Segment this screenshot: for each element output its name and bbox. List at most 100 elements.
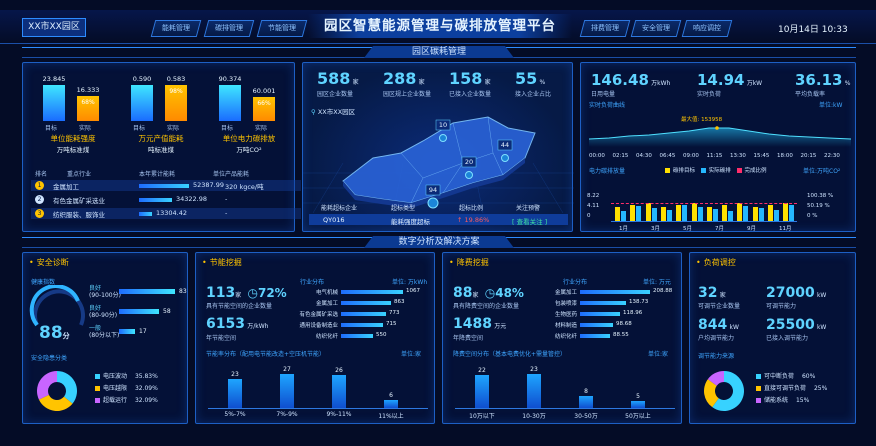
pie-legend-item: 电压越限 32.09%: [95, 383, 185, 395]
park-map[interactable]: 10 44 20 94: [303, 103, 574, 213]
alert-table-row[interactable]: QY016 能耗强度超标 ↑ 19.86% [ 查看关注 ]: [309, 214, 568, 226]
safety-title: 安全诊断: [29, 257, 69, 268]
cost-amount: 1488 万元: [453, 316, 507, 332]
industry-table-header: 排名 重点行业 本年累计能耗 单位产品能耗: [35, 171, 250, 178]
saving-bars-unit: 单位: 万kWh: [392, 279, 428, 286]
carbon-bar-chart: [611, 200, 797, 222]
map-marker[interactable]: 44: [497, 139, 513, 162]
industry-bar[interactable]: 包装喷漆 138.73: [554, 299, 649, 307]
industry-row[interactable]: 1 金属加工 52387.99 320 kgce/吨: [31, 180, 301, 191]
cost-panel: 降费挖掘 88家 ◷48% 具有降费空间的企业数量 1488 万元 年降费空间 …: [442, 252, 682, 424]
nav-energy-button[interactable]: 能耗管理: [150, 20, 202, 37]
cost-range-columns: 22 23 8 5: [455, 365, 675, 409]
industry-bar[interactable]: 电气机械 1067: [315, 288, 420, 296]
rank-badge: 3: [35, 209, 44, 218]
saving-panel: 节能挖掘 113家 ◷72% 具有节能空间的企业数量 6153 万/kWh 年节…: [195, 252, 435, 424]
range-column[interactable]: [228, 379, 242, 408]
cost-count-label: 具有降费空间的企业数量: [453, 303, 520, 310]
industry-row[interactable]: 3 纺织服装、服饰业 13304.42 -: [31, 208, 301, 219]
park-stat: 588 家 园区企业数量: [317, 69, 359, 98]
power-stat: 146.48 万kWh 日用电量: [591, 71, 671, 98]
month-axis: 1月 3月 5月 7月 9月 11月: [619, 226, 792, 232]
load-pie-title: 调节能力来源: [698, 353, 735, 360]
health-level[interactable]: 一般 (80分以下) 17: [89, 325, 147, 339]
carbon-bar-pair: [660, 199, 673, 221]
cost-bars-title: 行业分布: [563, 279, 588, 286]
industry-bar[interactable]: 生物医药 118.96: [554, 310, 643, 318]
park-stat: 55 % 接入企业占比: [515, 69, 552, 98]
kpi-bars: 23.845 16.333 68% 目标 实际 单位能耗强度 万吨标准煤 0.5…: [23, 63, 296, 163]
cost-bars-unit: 单位: 万元: [643, 279, 671, 286]
saving-energy-label: 年节能空间: [206, 335, 237, 342]
svg-text:44: 44: [501, 141, 509, 149]
nav-fee-button[interactable]: 排费管理: [579, 20, 631, 37]
park-map-panel: 588 家 园区企业数量 288 家 园区规上企业数量 158 家 已接入企业数…: [302, 62, 574, 232]
industry-bar[interactable]: 纺织化纤 550: [315, 332, 387, 340]
nav-response-button[interactable]: 响应调控: [681, 20, 733, 37]
load-stat-connected: 25500 kW 已接入调节能力: [766, 317, 827, 342]
park-stat: 158 家 已接入企业数量: [449, 69, 492, 98]
industry-bar[interactable]: 纺织化纤 88.55: [554, 332, 629, 340]
carbon-bar-pair: [722, 199, 734, 221]
carbon-bar-pair: [630, 199, 642, 221]
watch-link[interactable]: [ 查看关注 ]: [512, 218, 548, 226]
carbon-bar-pair: [615, 199, 627, 221]
nav-safety-button[interactable]: 安全管理: [630, 20, 682, 37]
carbon-legend: 碳排目标 实际碳排 完成比例: [665, 166, 767, 174]
park-selector[interactable]: XX市XX园区: [22, 18, 86, 37]
range-column[interactable]: [475, 375, 489, 408]
time-axis: 00:00 02:15 04:30 06:45 09:00 11:15 13:30 15:45…: [589, 153, 840, 159]
analysis-section-bar: 数字分析及解决方案: [22, 236, 856, 248]
energy-section-title: 园区碳耗管理: [364, 46, 514, 58]
industry-value-bar: [139, 184, 189, 188]
cost-amount-label: 年降费空间: [453, 335, 484, 342]
svg-text:20: 20: [465, 158, 473, 166]
saving-title: 节能挖掘: [202, 257, 242, 268]
industry-bar[interactable]: 有色金属矿采选 773: [299, 310, 400, 318]
load-source-pie: [704, 371, 744, 411]
hazard-pie-title: 安全隐患分类: [31, 355, 68, 362]
rank-badge: 2: [35, 195, 44, 204]
cost-industry-bars: 金属加工 208.88 包装喷漆 138.73 生物医药 118.96 材料制造…: [535, 287, 679, 347]
range-column[interactable]: [384, 400, 398, 408]
nav-saving-button[interactable]: 节能管理: [256, 20, 308, 37]
power-stat: 36.13 % 平均负载率: [795, 71, 851, 98]
nav-carbon-button[interactable]: 碳排管理: [203, 20, 255, 37]
range-column[interactable]: [280, 374, 294, 408]
range-column[interactable]: [332, 375, 346, 408]
actual-bar: 98%: [165, 85, 187, 121]
saving-col-unit: 单位:家: [401, 351, 422, 358]
map-marker[interactable]: 20: [461, 156, 477, 179]
ratio-line: [611, 203, 797, 204]
gauge-title: 健康指数: [31, 279, 56, 286]
cost-count: 88家 ◷48%: [453, 285, 524, 301]
map-marker[interactable]: 94: [425, 184, 441, 209]
health-level[interactable]: 良好 (80-90分) 58: [89, 305, 171, 319]
industry-bar[interactable]: 金属加工 208.88: [554, 288, 673, 296]
rank-badge: 1: [35, 181, 44, 190]
map-marker[interactable]: 10: [435, 119, 451, 142]
carbon-bar-pair: [645, 199, 658, 221]
health-level[interactable]: 良好 (90-100分) 83: [89, 285, 187, 299]
pie-legend-item: 可中断负荷 60%: [756, 371, 854, 383]
industry-bar[interactable]: 金属加工 863: [315, 299, 405, 307]
range-column[interactable]: [579, 396, 593, 408]
carbon-y-axis: 8.22 4.11 0: [587, 193, 600, 219]
carbon-bar-pair: [706, 199, 719, 221]
pie-slice: [57, 371, 77, 404]
kpi-group[interactable]: 0.590 0.583 98% 目标 实际 万元产值能耗 吨标准煤: [131, 75, 187, 154]
load-curve-chart: [589, 126, 851, 147]
target-bar: [131, 85, 153, 121]
kpi-group[interactable]: 90.374 60.001 66% 目标 实际 单位电力碳排放 万吨CO²: [218, 75, 276, 154]
pie-legend-item: 电压波动 35.83%: [95, 371, 185, 383]
datetime: 10月14日 10:33: [778, 25, 848, 35]
range-column[interactable]: [631, 401, 645, 408]
range-column[interactable]: [527, 374, 541, 408]
industry-row[interactable]: 2 有色金属矿采选业 34322.98 -: [31, 194, 301, 205]
industry-bar[interactable]: 材料制造 98.68: [554, 321, 632, 329]
health-score: 88分: [39, 323, 70, 343]
pie-legend-item: 储能系统 15%: [756, 395, 854, 407]
carbon-chart-title: 电力碳排放量: [589, 168, 626, 175]
industry-bar[interactable]: 通用设备制造业 715: [299, 321, 397, 329]
kpi-group[interactable]: 23.845 16.333 68% 目标 实际 单位能耗强度 万吨标准煤: [42, 75, 100, 154]
